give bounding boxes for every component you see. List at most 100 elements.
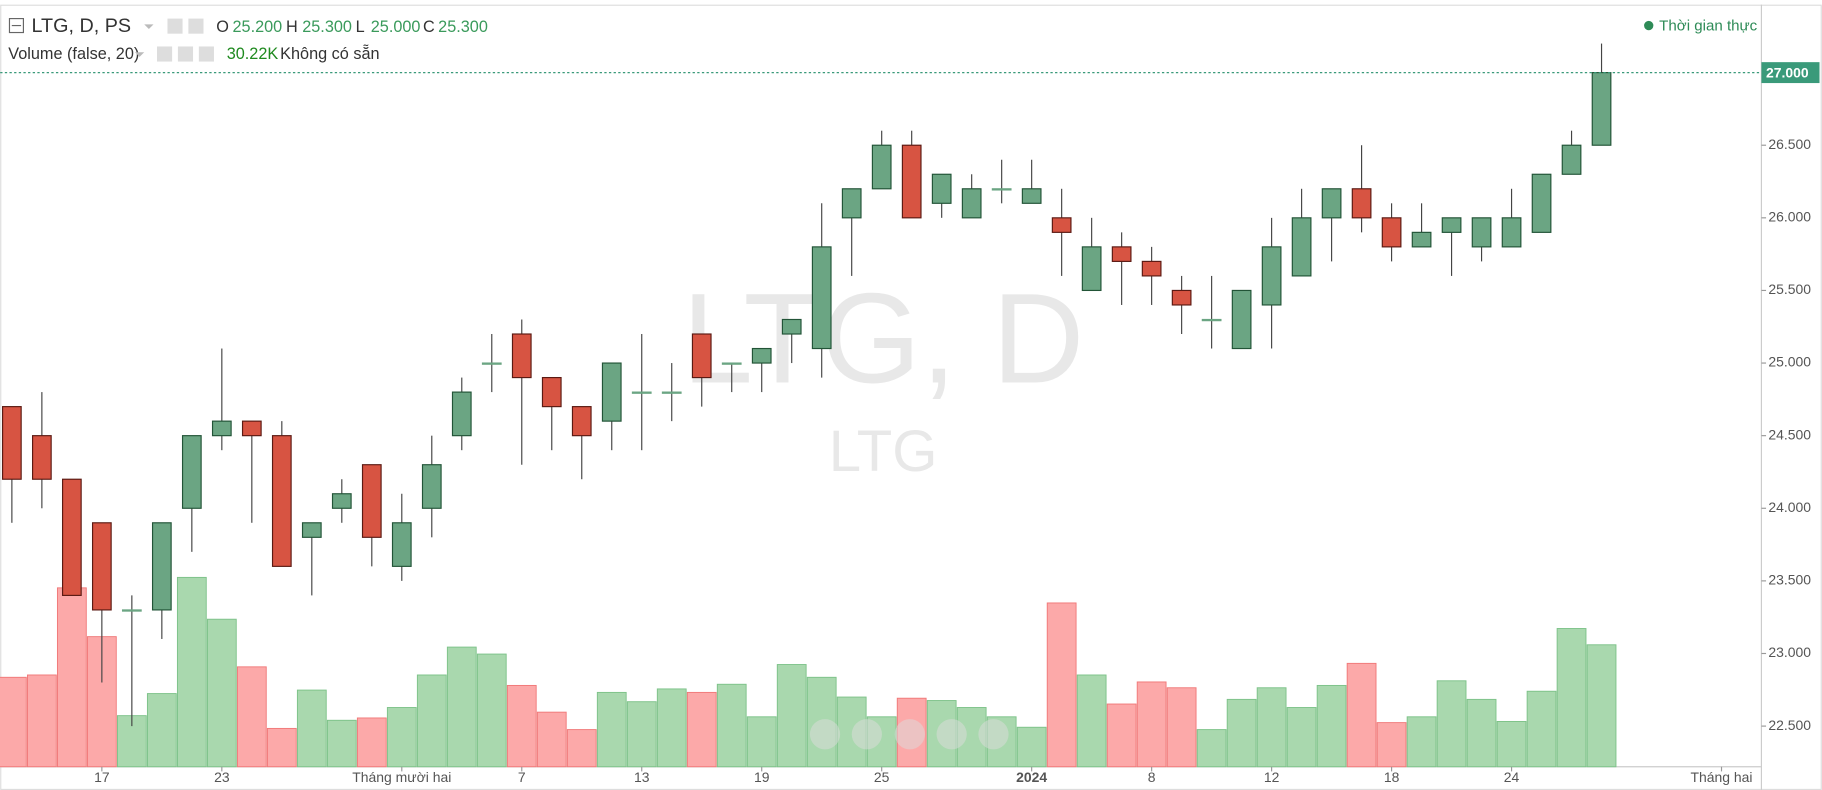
candle-body xyxy=(31,435,52,480)
volume-bar xyxy=(1046,602,1077,768)
zoom-out[interactable] xyxy=(851,719,882,750)
scroll-left[interactable] xyxy=(809,719,841,750)
x-tick-label: 18 xyxy=(1384,769,1400,785)
volume-bar xyxy=(1076,674,1107,768)
settings-icon[interactable] xyxy=(188,18,204,34)
l-label: L xyxy=(356,18,365,36)
volume-bar xyxy=(176,576,207,768)
l-value: 25.000 xyxy=(371,18,421,36)
candle-body xyxy=(601,362,622,422)
y-tick-label: 25.500 xyxy=(1768,281,1811,297)
volume-bar xyxy=(446,646,477,768)
candle-body xyxy=(1021,188,1042,204)
candle-body xyxy=(1201,318,1222,322)
volume-bar xyxy=(326,719,357,768)
candle-body xyxy=(1501,217,1522,248)
settings-icon[interactable] xyxy=(177,46,194,62)
candle-body xyxy=(541,376,562,408)
volume-bar xyxy=(1406,716,1437,768)
candle-body xyxy=(391,522,412,567)
candle-body xyxy=(361,464,382,538)
candle-body xyxy=(421,464,442,509)
candle-body xyxy=(181,435,202,509)
volume-bar xyxy=(1376,722,1407,768)
volume-bar xyxy=(716,683,747,768)
volume-bar xyxy=(56,587,87,768)
candle-body xyxy=(121,609,142,612)
candle-body xyxy=(1171,289,1192,306)
volume-bar xyxy=(1316,684,1347,768)
candle-body xyxy=(751,347,772,364)
volume-bar xyxy=(1196,729,1227,768)
h-label: H xyxy=(286,18,298,36)
volume-bar xyxy=(26,674,57,768)
candle-body xyxy=(961,188,982,219)
candle-body xyxy=(1051,217,1072,233)
candle-body xyxy=(781,318,802,335)
volume-bar xyxy=(1436,680,1467,768)
o-label: O xyxy=(216,18,229,36)
volume-bar xyxy=(626,701,657,768)
x-tick-label: 13 xyxy=(634,769,650,785)
candle-body xyxy=(1261,246,1282,306)
zoom-in[interactable] xyxy=(936,719,967,750)
last-price-label: 27.000 xyxy=(1766,64,1809,80)
y-tick-label: 24.500 xyxy=(1768,426,1811,442)
candle-body xyxy=(271,435,292,567)
volume-value: 30.22K xyxy=(227,45,279,63)
header: LTG, D, PS O 25.200 H 25.300 L 25.000 C … xyxy=(8,15,1757,63)
c-label: C xyxy=(423,18,435,36)
hide-icon[interactable] xyxy=(157,46,173,62)
symbol[interactable]: LTG, D, PS xyxy=(32,15,132,37)
volume-bar xyxy=(386,707,417,768)
x-tick-label: 17 xyxy=(94,769,110,785)
x-tick-label: 7 xyxy=(518,769,526,785)
candle-body xyxy=(1081,246,1102,292)
volume-bar xyxy=(1466,698,1497,768)
volume-bar xyxy=(146,693,177,768)
volume-bar xyxy=(1286,707,1317,768)
candle-body xyxy=(871,144,892,190)
y-tick-label: 23.500 xyxy=(1768,572,1811,588)
scroll-right[interactable] xyxy=(978,719,1009,750)
y-tick-label: 26.500 xyxy=(1768,136,1811,152)
candle-body xyxy=(451,391,472,437)
volume-bar xyxy=(656,688,687,768)
last-price-box xyxy=(1761,62,1820,84)
candle-body xyxy=(1,406,22,480)
candle-body xyxy=(301,522,322,538)
candle-body xyxy=(211,420,232,437)
candle-body xyxy=(811,246,832,350)
y-tick-label: 22.500 xyxy=(1768,717,1811,733)
volume-bar xyxy=(206,618,237,768)
volume-bar xyxy=(1106,703,1137,768)
reset[interactable] xyxy=(894,719,925,750)
volume-bar xyxy=(476,653,507,768)
candle-body xyxy=(1561,144,1582,175)
volume-bar xyxy=(1556,628,1587,768)
y-tick-label: 24.000 xyxy=(1768,499,1811,515)
volume-bar xyxy=(596,691,627,768)
volume-bar xyxy=(1136,681,1167,768)
x-tick-label: Tháng hai xyxy=(1691,769,1753,785)
nav-buttons xyxy=(809,719,1009,750)
candle-body xyxy=(511,333,532,379)
volume-bar xyxy=(776,664,807,768)
collapse-icon[interactable] xyxy=(8,18,24,34)
volume-label[interactable]: Volume (false, 20) xyxy=(8,45,139,63)
hide-icon[interactable] xyxy=(167,18,183,34)
candle-body xyxy=(1141,260,1162,277)
candle-body xyxy=(91,522,112,611)
candle-body xyxy=(721,362,742,365)
watermark-sub: LTG xyxy=(829,419,938,484)
candle-body xyxy=(1351,188,1372,219)
candle-body xyxy=(571,406,592,437)
volume-note: Không có sẵn xyxy=(280,44,379,63)
candle-body xyxy=(901,144,922,219)
remove-icon[interactable] xyxy=(198,46,214,62)
volume-bar xyxy=(746,716,777,768)
watermark: LTG, D xyxy=(682,267,1084,410)
candle-body xyxy=(1381,217,1402,248)
volume-bar xyxy=(416,674,447,768)
